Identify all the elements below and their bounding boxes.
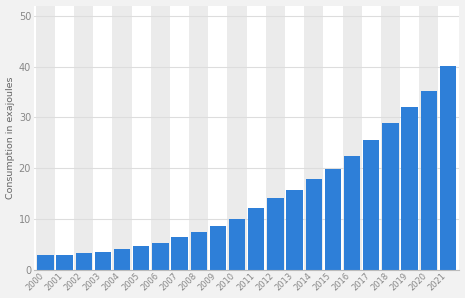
Bar bbox=[419, 6, 438, 270]
Bar bbox=[401, 107, 418, 270]
Bar bbox=[304, 6, 323, 270]
Bar bbox=[95, 252, 111, 270]
Bar bbox=[363, 140, 379, 270]
Y-axis label: Consumption in exajoules: Consumption in exajoules bbox=[6, 76, 14, 199]
Bar bbox=[267, 198, 284, 270]
Bar bbox=[266, 6, 285, 270]
Bar bbox=[37, 254, 53, 270]
Bar bbox=[56, 254, 73, 270]
Bar bbox=[95, 252, 111, 270]
Bar bbox=[172, 237, 188, 270]
Bar bbox=[114, 249, 130, 270]
Bar bbox=[381, 6, 400, 270]
Bar bbox=[325, 169, 341, 270]
Bar bbox=[210, 226, 226, 270]
Bar bbox=[152, 243, 168, 270]
Bar bbox=[133, 246, 149, 270]
Bar bbox=[382, 123, 399, 270]
Bar bbox=[210, 226, 226, 270]
Bar bbox=[382, 123, 399, 270]
Bar bbox=[113, 6, 132, 270]
Bar bbox=[229, 219, 245, 270]
Bar bbox=[76, 254, 92, 270]
Bar bbox=[227, 6, 246, 270]
Bar bbox=[344, 156, 360, 270]
Bar bbox=[343, 6, 362, 270]
Bar bbox=[114, 249, 130, 270]
Bar bbox=[421, 91, 437, 270]
Bar bbox=[421, 91, 437, 270]
Bar bbox=[76, 254, 92, 270]
Bar bbox=[133, 246, 149, 270]
Bar bbox=[440, 66, 456, 270]
Bar bbox=[74, 6, 93, 270]
Bar bbox=[344, 156, 360, 270]
Bar bbox=[191, 232, 207, 270]
Bar bbox=[56, 254, 73, 270]
Bar bbox=[286, 190, 303, 270]
Bar bbox=[267, 198, 284, 270]
Bar bbox=[189, 6, 208, 270]
Bar bbox=[306, 179, 322, 270]
Bar bbox=[286, 190, 303, 270]
Bar bbox=[191, 232, 207, 270]
Bar bbox=[152, 243, 168, 270]
Bar bbox=[248, 208, 265, 270]
Bar bbox=[229, 219, 245, 270]
Bar bbox=[401, 107, 418, 270]
Bar bbox=[248, 208, 265, 270]
Bar bbox=[306, 179, 322, 270]
Bar bbox=[440, 66, 456, 270]
Bar bbox=[172, 237, 188, 270]
Bar bbox=[363, 140, 379, 270]
Bar bbox=[36, 6, 55, 270]
Bar bbox=[325, 169, 341, 270]
Bar bbox=[37, 254, 53, 270]
Bar bbox=[151, 6, 170, 270]
